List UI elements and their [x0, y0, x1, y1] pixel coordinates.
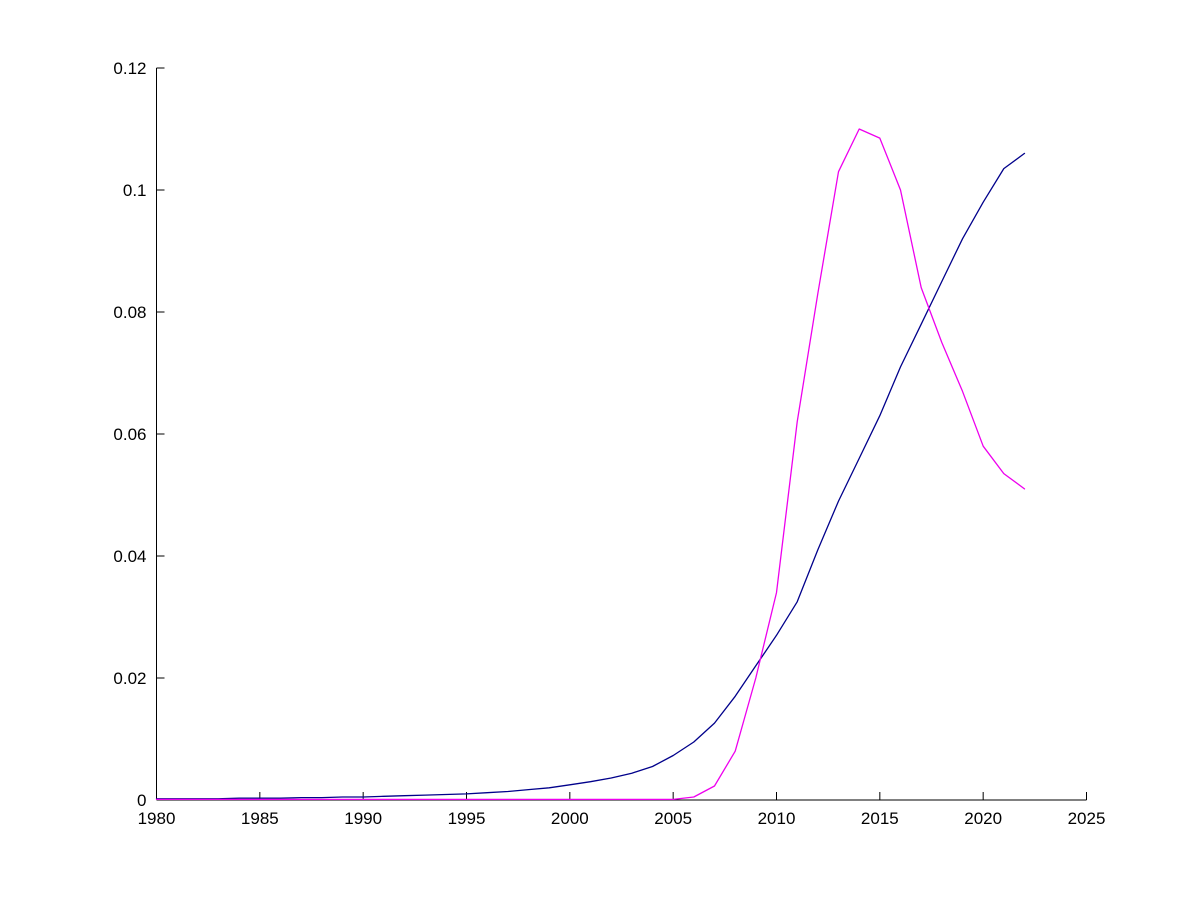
x-tick-label: 1990: [344, 809, 382, 828]
x-tick-label: 1995: [448, 809, 486, 828]
tick-labels: 1980 1985 1990 1995 2000 2005 2010 2015 2020 2025…: [113, 59, 1105, 828]
x-tick-label: 2020: [964, 809, 1002, 828]
dark-blue-line: [155, 152, 1026, 800]
axes: [156, 68, 1087, 801]
x-tick-label: 2015: [861, 809, 899, 828]
x-tick-label: 2025: [1068, 809, 1106, 828]
y-tick-label: 0.1: [123, 181, 147, 200]
y-tick-label: 0.12: [113, 59, 146, 78]
x-tick-label: 2010: [758, 809, 796, 828]
y-tick-label: 0.02: [113, 669, 146, 688]
x-tick-label: 1985: [241, 809, 279, 828]
x-tick-label: 1980: [138, 809, 176, 828]
x-tick-label: 2000: [551, 809, 589, 828]
y-tick-label: 0.08: [113, 303, 146, 322]
y-tick-label: 0.06: [113, 425, 146, 444]
data-series: [155, 128, 1026, 801]
axis-ticks: [156, 67, 1087, 801]
magenta-line: [155, 128, 1026, 801]
x-tick-label: 2005: [654, 809, 692, 828]
y-tick-label: 0.04: [113, 547, 146, 566]
y-tick-label: 0: [137, 791, 146, 810]
